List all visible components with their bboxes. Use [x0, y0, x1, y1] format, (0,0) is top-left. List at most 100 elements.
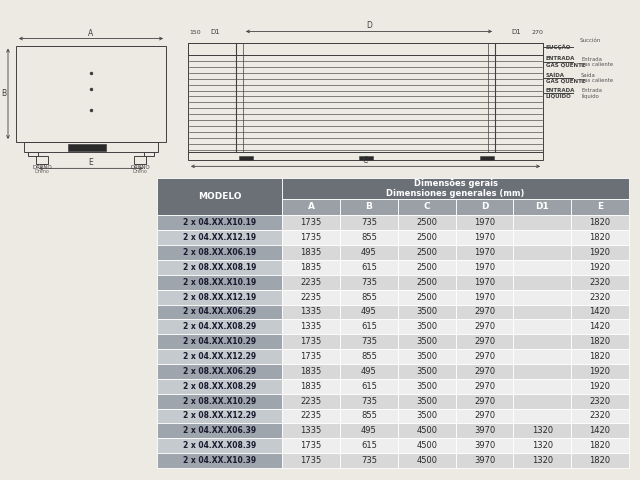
Bar: [340, 260, 398, 275]
Bar: [398, 199, 456, 216]
Bar: [513, 438, 571, 453]
Bar: [340, 408, 398, 423]
Text: 2235: 2235: [301, 411, 322, 420]
Text: 2970: 2970: [474, 367, 495, 376]
Bar: [513, 275, 571, 289]
Text: 615: 615: [361, 382, 377, 391]
Bar: [157, 304, 282, 319]
Text: 855: 855: [361, 352, 377, 361]
Text: 1970: 1970: [474, 293, 495, 301]
Bar: [282, 304, 340, 319]
Text: 855: 855: [361, 293, 377, 301]
Bar: [398, 438, 456, 453]
Bar: [456, 349, 513, 364]
Bar: [572, 260, 629, 275]
Bar: [572, 349, 629, 364]
Bar: [513, 408, 571, 423]
Text: 2 x 08.XX.X12.29: 2 x 08.XX.X12.29: [183, 411, 256, 420]
Text: 3970: 3970: [474, 441, 495, 450]
Bar: [456, 423, 513, 438]
Text: 4500: 4500: [416, 426, 437, 435]
Text: 2970: 2970: [474, 396, 495, 406]
Bar: [282, 216, 340, 230]
Text: 735: 735: [361, 278, 377, 287]
Text: 3970: 3970: [474, 456, 495, 465]
Text: 1970: 1970: [474, 263, 495, 272]
Bar: [282, 230, 340, 245]
Bar: [513, 245, 571, 260]
Text: 855: 855: [361, 233, 377, 242]
Text: 270: 270: [531, 31, 543, 36]
Text: Saída
gas caliente: Saída gas caliente: [581, 73, 613, 84]
Bar: [456, 334, 513, 349]
Bar: [513, 379, 571, 394]
Bar: [398, 289, 456, 304]
Bar: [157, 289, 282, 304]
Text: E: E: [597, 203, 603, 211]
Bar: [513, 260, 571, 275]
Bar: [157, 178, 282, 216]
Bar: [456, 304, 513, 319]
Bar: [456, 275, 513, 289]
Bar: [513, 319, 571, 334]
Text: 735: 735: [361, 218, 377, 228]
Text: 1320: 1320: [532, 426, 553, 435]
Text: 1920: 1920: [589, 263, 611, 272]
Text: 1820: 1820: [589, 441, 611, 450]
Bar: [340, 304, 398, 319]
Text: 1920: 1920: [589, 367, 611, 376]
Bar: [282, 289, 340, 304]
Text: 1735: 1735: [301, 218, 322, 228]
Text: 1920: 1920: [589, 248, 611, 257]
Text: 2320: 2320: [589, 396, 611, 406]
Text: 1735: 1735: [301, 441, 322, 450]
Bar: [398, 334, 456, 349]
Bar: [157, 260, 282, 275]
Bar: [398, 423, 456, 438]
Text: 3500: 3500: [416, 396, 437, 406]
Text: 2235: 2235: [301, 396, 322, 406]
Bar: [340, 199, 398, 216]
Bar: [513, 199, 571, 216]
Bar: [340, 349, 398, 364]
Text: 1920: 1920: [589, 382, 611, 391]
Bar: [28, 152, 38, 156]
Bar: [282, 379, 340, 394]
Text: Entrada
gas caliente: Entrada gas caliente: [581, 57, 613, 67]
Bar: [572, 304, 629, 319]
Bar: [157, 394, 282, 408]
Bar: [188, 43, 543, 55]
Bar: [398, 230, 456, 245]
Bar: [456, 438, 513, 453]
Text: 2 x 04.XX.X10.29: 2 x 04.XX.X10.29: [183, 337, 256, 346]
Bar: [398, 379, 456, 394]
Bar: [282, 394, 340, 408]
Text: 2500: 2500: [416, 293, 437, 301]
Text: 1335: 1335: [301, 426, 322, 435]
Text: 1835: 1835: [301, 382, 322, 391]
Bar: [282, 199, 340, 216]
Text: 2 x 08.XX.X08.19: 2 x 08.XX.X08.19: [183, 263, 256, 272]
Bar: [456, 199, 513, 216]
Bar: [513, 394, 571, 408]
Text: 3500: 3500: [416, 352, 437, 361]
Bar: [513, 423, 571, 438]
Text: 2970: 2970: [474, 411, 495, 420]
Text: 1835: 1835: [301, 263, 322, 272]
Text: 3500: 3500: [416, 308, 437, 316]
Text: Dimensões gerais
Dimensiones generales (mm): Dimensões gerais Dimensiones generales (…: [387, 179, 525, 198]
Text: 1820: 1820: [589, 337, 611, 346]
Text: 2 x 04.XX.X12.19: 2 x 04.XX.X12.19: [183, 233, 256, 242]
Text: 3500: 3500: [416, 411, 437, 420]
Text: 1320: 1320: [532, 441, 553, 450]
Text: ENTRADA
LÍQUIDO: ENTRADA LÍQUIDO: [546, 88, 575, 99]
Bar: [456, 453, 513, 468]
Bar: [157, 319, 282, 334]
Bar: [340, 230, 398, 245]
Bar: [572, 245, 629, 260]
Text: 2320: 2320: [589, 411, 611, 420]
Bar: [398, 216, 456, 230]
Text: 1970: 1970: [474, 278, 495, 287]
Bar: [282, 408, 340, 423]
Bar: [398, 260, 456, 275]
